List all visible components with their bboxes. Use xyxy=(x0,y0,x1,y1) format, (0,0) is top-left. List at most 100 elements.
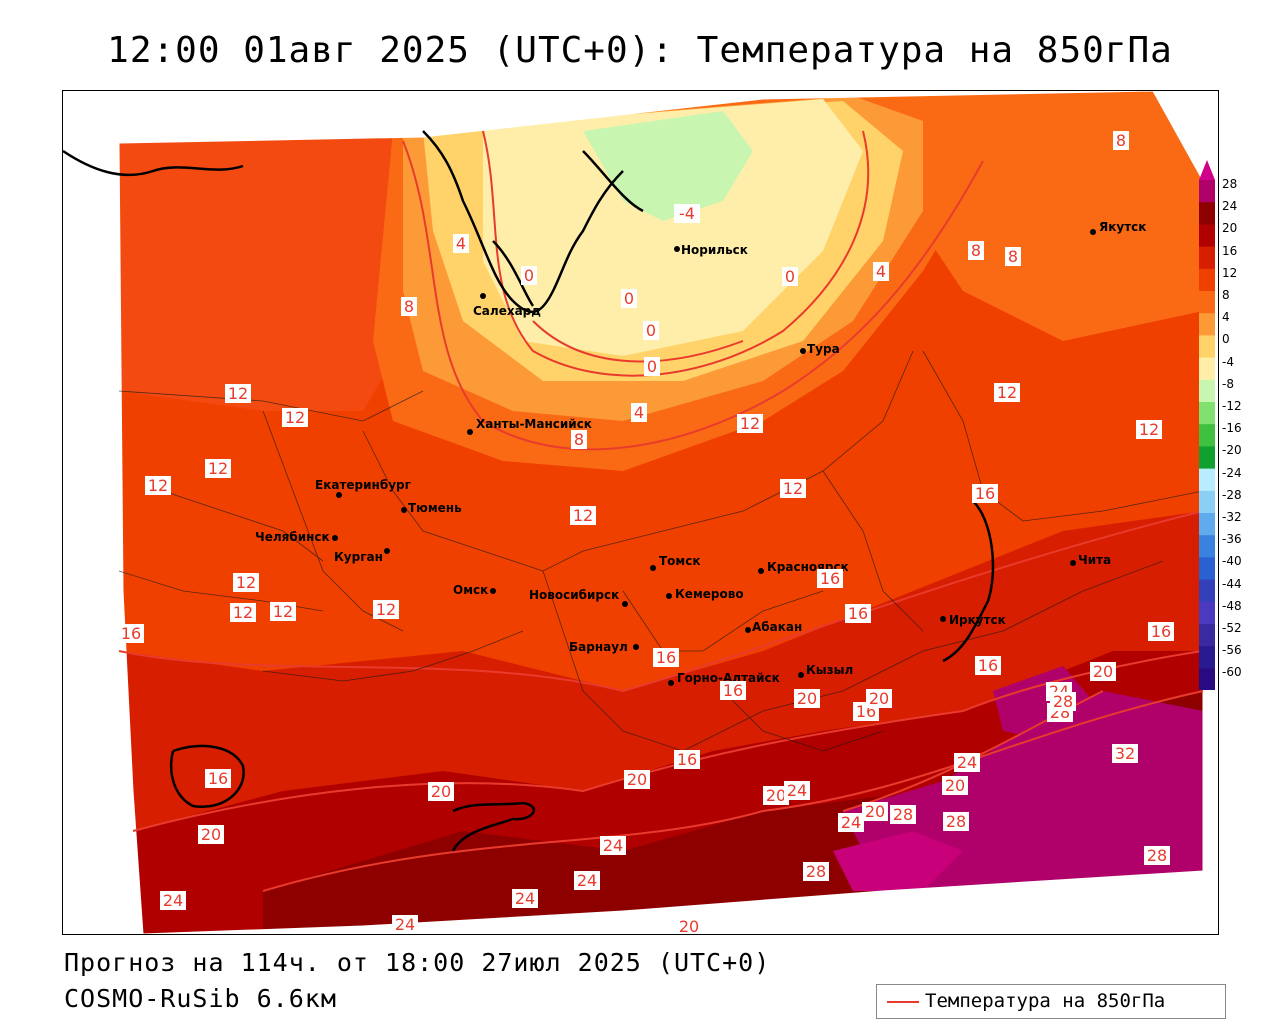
contour-label-bg xyxy=(972,484,998,503)
city-label: Тюмень xyxy=(408,501,462,515)
colorbar-swatch xyxy=(1199,468,1215,492)
contour-label: 16 xyxy=(975,484,995,503)
contour-label: 8 xyxy=(971,241,981,260)
contour-label: 20 xyxy=(766,786,786,805)
contour-label-bg xyxy=(145,476,171,495)
model-info: COSMO-RuSib 6.6км xyxy=(64,984,337,1013)
map-title: 12:00 01авг 2025 (UTC+0): Температура на… xyxy=(107,30,1173,71)
contour-label: 12 xyxy=(783,479,803,498)
contour-label-bg xyxy=(943,812,969,831)
colorbar-label: -36 xyxy=(1222,532,1242,547)
contour-label-bg xyxy=(230,603,256,622)
contour-label: 4 xyxy=(456,234,466,253)
contour-label: 16 xyxy=(121,624,141,643)
colorbar-label: 12 xyxy=(1222,265,1238,280)
contour-label: 20 xyxy=(797,689,817,708)
contour-label: 12 xyxy=(273,602,293,621)
colorbar-label: 0 xyxy=(1222,332,1230,347)
contour-label: 16 xyxy=(820,569,840,588)
contour-label: 16 xyxy=(208,769,228,788)
contour-label: 4 xyxy=(876,262,886,281)
contour-label: 20 xyxy=(865,802,885,821)
colorbar-top-arrow xyxy=(1199,160,1215,180)
city-label: Чита xyxy=(1078,553,1111,567)
colorbar-swatch xyxy=(1199,424,1215,447)
colorbar-swatch xyxy=(1199,646,1215,669)
forecast-info: Прогноз на 114ч. от 18:00 27июл 2025 (UT… xyxy=(64,948,771,977)
contour-label: 20 xyxy=(1093,662,1113,681)
colorbar-swatch xyxy=(1199,402,1215,425)
contour-label: 12 xyxy=(233,603,253,622)
colorbar-swatch xyxy=(1199,291,1215,314)
colorbar-swatch xyxy=(1199,513,1215,536)
contour-label-bg xyxy=(570,506,596,525)
contour-label-bg xyxy=(674,750,700,769)
contour-label: 0 xyxy=(646,321,656,340)
contour-label: 0 xyxy=(524,266,534,285)
contour-label-bg xyxy=(676,917,702,934)
city-label: Барнаул xyxy=(569,640,628,654)
contour-label: 24 xyxy=(841,813,861,832)
contour-label-bg xyxy=(763,786,789,805)
contour-label: 24 xyxy=(577,871,597,890)
contour-label-bg xyxy=(780,479,806,498)
contour-label-bg xyxy=(954,753,980,772)
contour-label-bg xyxy=(838,813,864,832)
contour-label-bg xyxy=(631,403,647,422)
contour-label-bg xyxy=(118,624,144,643)
contour-label-bg xyxy=(225,384,251,403)
contour-label: 24 xyxy=(515,889,535,908)
colorbar-swatch xyxy=(1199,535,1215,558)
temperature-map[interactable]: Норильск Салехард Тура Якутск Ханты-Манс… xyxy=(62,90,1219,935)
contour-label: 8 xyxy=(1116,131,1126,150)
colorbar-label: 20 xyxy=(1222,221,1238,236)
contour-label: 20 xyxy=(201,825,221,844)
city-label: Кызыл xyxy=(806,663,853,677)
contour-label: 20 xyxy=(945,776,965,795)
colorbar-label: -48 xyxy=(1222,598,1242,613)
contour-label-bg xyxy=(1113,131,1129,150)
contour-label-bg xyxy=(521,266,537,285)
colorbar-label: -40 xyxy=(1222,554,1242,569)
contour-label: 8 xyxy=(574,430,584,449)
contour-label-bg xyxy=(282,408,308,427)
colorbar-label: -8 xyxy=(1222,376,1234,391)
colorbar-swatch xyxy=(1199,202,1215,225)
colorbar-label: -44 xyxy=(1222,576,1242,591)
city-label: Новосибирск xyxy=(529,588,619,602)
contour-label: 0 xyxy=(647,357,657,376)
contour-label-bg xyxy=(574,871,600,890)
colorbar-swatches xyxy=(1199,160,1215,690)
contour-label-bg xyxy=(862,802,888,821)
colorbar-label: -24 xyxy=(1222,465,1242,480)
city-label: Ханты-Мансийск xyxy=(476,417,592,431)
city-label: Горно-Алтайск xyxy=(677,671,780,685)
colorbar-label: -16 xyxy=(1222,421,1242,436)
contour-label: 20 xyxy=(431,782,451,801)
contour-label: 12 xyxy=(285,408,305,427)
colorbar-swatch xyxy=(1199,579,1215,603)
colorbar-label: -20 xyxy=(1222,443,1242,458)
colorbar-label: 28 xyxy=(1222,177,1238,191)
contour-label-bg xyxy=(975,656,1001,675)
contour-label: 24 xyxy=(163,891,183,910)
city-markers: Норильск Салехард Тура Якутск Ханты-Манс… xyxy=(255,220,1146,686)
contour-label-bg xyxy=(803,862,829,881)
contour-label: 0 xyxy=(785,267,795,286)
contour-label: 16 xyxy=(656,648,676,667)
colorbar-swatch xyxy=(1199,668,1215,690)
city-label: Абакан xyxy=(752,620,802,634)
contour-label-bg xyxy=(621,289,637,308)
contour-label-bg xyxy=(817,569,843,588)
contour-label: -4 xyxy=(679,204,695,223)
colorbar-swatch xyxy=(1199,624,1215,647)
city-label: Томск xyxy=(659,554,701,568)
colorbar-swatch xyxy=(1199,357,1215,381)
contour-label: 28 xyxy=(946,812,966,831)
contour-label-bg xyxy=(512,889,538,908)
colorbar-swatch xyxy=(1199,335,1215,359)
city-label: Якутск xyxy=(1099,220,1146,234)
contour-label-bg xyxy=(205,459,231,478)
legend: Температура на 850гПа xyxy=(876,984,1226,1019)
